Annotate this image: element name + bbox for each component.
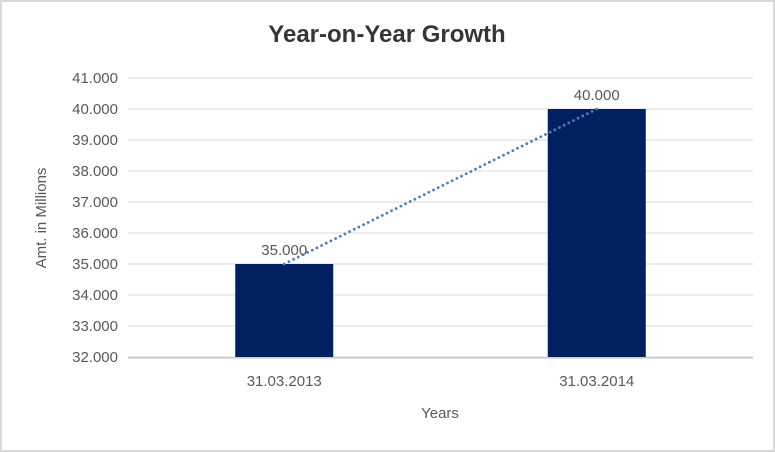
trendline-dot bbox=[376, 216, 379, 220]
trendline-dot bbox=[292, 257, 295, 261]
trendline-dot bbox=[380, 214, 384, 217]
trendline-dot bbox=[348, 230, 351, 234]
trendline-dot bbox=[530, 139, 533, 143]
trendline-dot bbox=[371, 218, 375, 222]
trendline-dot bbox=[399, 204, 403, 208]
trendline-dot bbox=[287, 260, 291, 264]
trendline-dot bbox=[544, 133, 547, 136]
trendline-dot bbox=[548, 130, 552, 134]
trendline-dot bbox=[572, 119, 575, 122]
trendline-dot bbox=[427, 190, 431, 194]
trendline-dot bbox=[441, 183, 445, 187]
trendline-dot bbox=[301, 253, 305, 257]
trendline-dot bbox=[385, 211, 389, 215]
trendline-dot bbox=[394, 207, 398, 210]
trendline-dot bbox=[520, 144, 524, 148]
trendline-dot bbox=[586, 112, 589, 116]
trendline-dot bbox=[506, 151, 510, 155]
x-tick-label: 31.03.2013 bbox=[247, 373, 322, 390]
y-tick-label: 41.000 bbox=[72, 70, 118, 87]
trendline-dot bbox=[446, 181, 449, 185]
trendline-dot bbox=[502, 153, 505, 157]
trendline-dot bbox=[576, 116, 580, 120]
trendline bbox=[282, 107, 599, 266]
trendline-dot bbox=[352, 227, 356, 231]
trendline-dot bbox=[324, 241, 328, 245]
trendline-dot bbox=[366, 220, 370, 224]
trendline-dot bbox=[492, 158, 496, 162]
trendline-dot bbox=[460, 174, 463, 178]
trendline-dot bbox=[422, 193, 426, 196]
y-tick-label: 35.000 bbox=[72, 256, 118, 273]
x-tick-label: 31.03.2014 bbox=[559, 373, 634, 390]
trendline-dot bbox=[455, 177, 459, 180]
y-axis-title: Amt. in Millions bbox=[33, 168, 50, 269]
bar-data-label: 40.000 bbox=[574, 87, 620, 104]
trendline-dot bbox=[562, 123, 566, 127]
trendline-dot bbox=[474, 167, 477, 171]
bar-31.03.2014 bbox=[547, 109, 646, 357]
y-axis-tick-labels: 32.000 33.000 34.000 35.000 36.000 37.000 38.0… bbox=[72, 70, 118, 366]
trendline-dot bbox=[464, 172, 468, 176]
y-tick-label: 39.000 bbox=[72, 132, 118, 149]
bar-31.03.2013 bbox=[235, 264, 334, 357]
trendline-dot bbox=[516, 146, 519, 150]
x-axis-tick-labels: 31.03.2013 31.03.2014 bbox=[247, 373, 635, 390]
trendline-dot bbox=[450, 179, 454, 183]
y-tick-label: 36.000 bbox=[72, 225, 118, 242]
trendline-dot bbox=[315, 246, 319, 250]
gridlines bbox=[128, 77, 753, 358]
trendline-dot bbox=[296, 255, 300, 259]
bar-data-labels: 35.000 40.000 bbox=[261, 87, 619, 259]
trendline-dot bbox=[357, 225, 361, 229]
trendline-dot bbox=[282, 262, 286, 266]
trendline-dot bbox=[320, 244, 323, 247]
bars bbox=[235, 109, 646, 357]
trendline-dot bbox=[567, 121, 571, 125]
chart-title: Year-on-Year Growth bbox=[268, 21, 505, 48]
trendline-dot bbox=[334, 237, 337, 240]
trendline-dot bbox=[511, 149, 515, 153]
bar-data-label: 35.000 bbox=[261, 242, 307, 259]
trendline-dot bbox=[553, 128, 557, 132]
trendline-dot bbox=[525, 142, 529, 146]
trendline-dot bbox=[418, 195, 421, 199]
trendline-dot bbox=[595, 107, 599, 111]
trendline-dot bbox=[436, 186, 440, 190]
trendline-dot bbox=[497, 156, 501, 159]
trendline-dot bbox=[590, 109, 594, 113]
trendline-dot bbox=[362, 223, 365, 227]
y-tick-label: 37.000 bbox=[72, 194, 118, 211]
trendline-dot bbox=[581, 114, 585, 118]
trendline-dot bbox=[432, 188, 435, 192]
trendline-dot bbox=[310, 248, 314, 252]
trendline-dot bbox=[390, 209, 393, 213]
trendline-dot bbox=[488, 160, 491, 164]
trendline-dot bbox=[338, 234, 342, 238]
trendline-dot bbox=[404, 202, 407, 206]
y-tick-label: 33.000 bbox=[72, 318, 118, 335]
trendline-dot bbox=[306, 251, 309, 254]
y-tick-label: 40.000 bbox=[72, 101, 118, 118]
trendline-dot bbox=[329, 239, 333, 243]
x-axis-title: Years bbox=[421, 405, 459, 422]
trendline-dot bbox=[483, 163, 487, 166]
trendline-dot bbox=[558, 126, 561, 129]
trendline-dot bbox=[478, 165, 482, 169]
y-tick-label: 38.000 bbox=[72, 163, 118, 180]
trendline-dot bbox=[534, 137, 538, 141]
trendline-dot bbox=[343, 232, 347, 236]
trendline-dot bbox=[413, 197, 417, 201]
y-tick-label: 32.000 bbox=[72, 349, 118, 366]
trendline-dot bbox=[539, 135, 543, 139]
y-tick-label: 34.000 bbox=[72, 287, 118, 304]
trendline-dot bbox=[408, 200, 412, 203]
trendline-dot bbox=[469, 170, 473, 173]
